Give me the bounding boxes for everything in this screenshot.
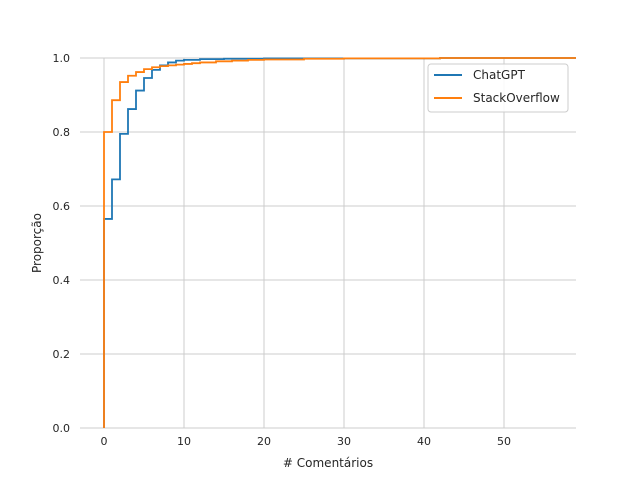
y-tick-label: 0.2 xyxy=(53,348,71,361)
y-tick-label: 0.8 xyxy=(53,126,71,139)
series-lines xyxy=(103,57,576,428)
y-tick-label: 1.0 xyxy=(53,52,71,65)
x-tick-label: 30 xyxy=(337,435,351,448)
grid-lines xyxy=(80,57,576,429)
legend: ChatGPT StackOverflow xyxy=(427,63,569,113)
x-axis-label: # Comentários xyxy=(283,456,373,470)
x-tick-label: 50 xyxy=(497,435,511,448)
y-tick-label: 0.0 xyxy=(53,422,71,435)
y-axis-label: Proporção xyxy=(30,213,44,273)
legend-label-stackoverflow: StackOverflow xyxy=(473,91,560,105)
x-tick-label: 0 xyxy=(101,435,108,448)
x-tick-label: 40 xyxy=(417,435,431,448)
y-tick-label: 0.6 xyxy=(53,200,71,213)
series-line-stackoverflow xyxy=(103,57,576,428)
x-tick-label: 10 xyxy=(177,435,191,448)
series-line-chatgpt xyxy=(103,57,576,428)
tick-labels: 0 10 20 30 40 50 0.0 0.2 0.4 0.6 0.8 1.0 xyxy=(53,52,512,448)
x-tick-label: 20 xyxy=(257,435,271,448)
legend-label-chatgpt: ChatGPT xyxy=(473,68,526,82)
y-tick-label: 0.4 xyxy=(53,274,71,287)
legend-box xyxy=(427,63,569,113)
